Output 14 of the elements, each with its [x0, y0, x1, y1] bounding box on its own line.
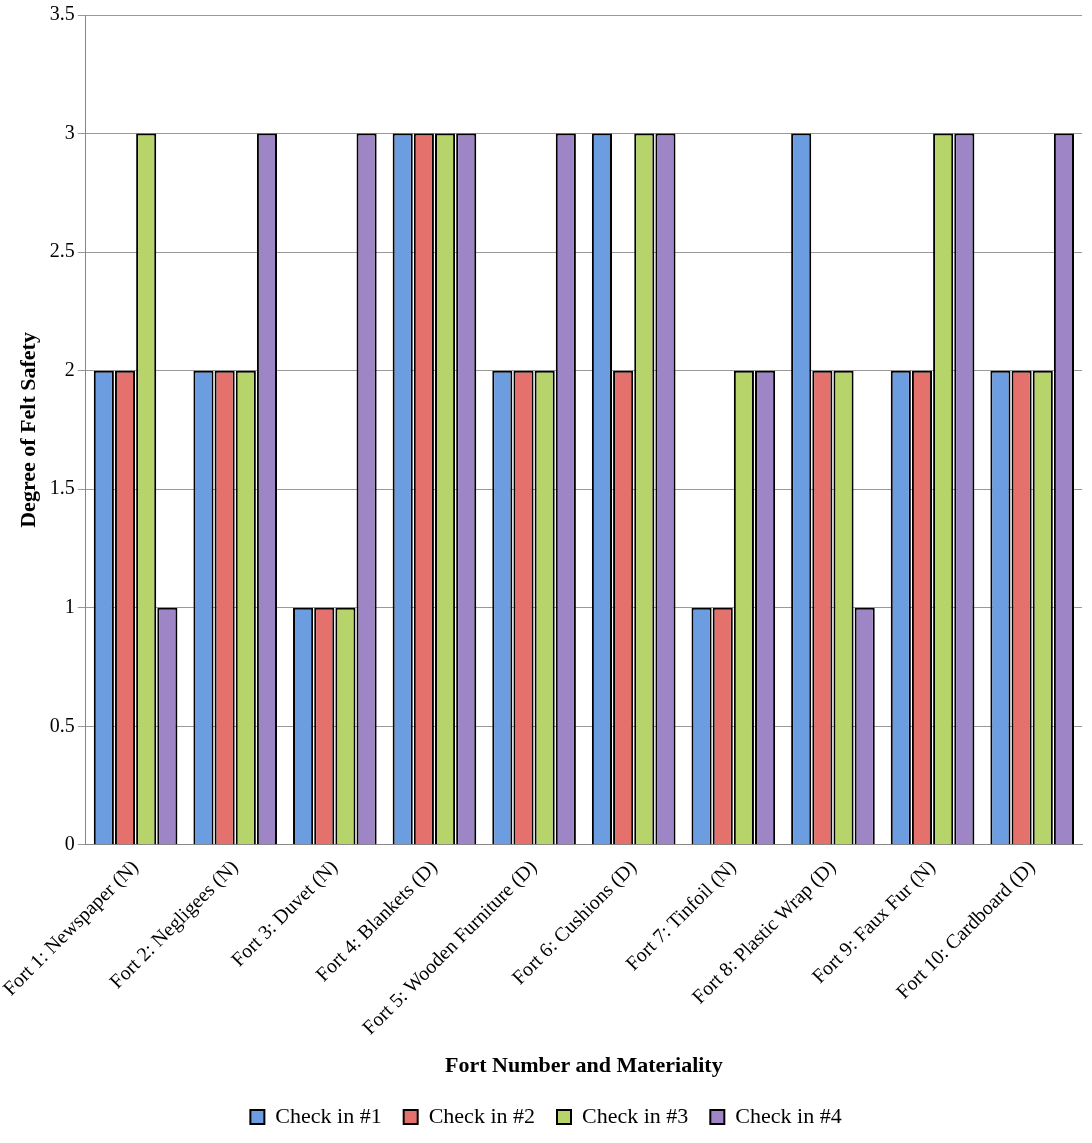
y-axis-title: Degree of Felt Safety: [15, 332, 41, 528]
y-tick-label: 0: [64, 832, 75, 855]
y-tick-label: 1.5: [49, 476, 75, 499]
x-axis-title: Fort Number and Materiality: [445, 1052, 723, 1078]
y-tick-label: 1: [64, 595, 75, 618]
y-tick-label: 3: [64, 120, 75, 143]
legend-label: Check in #2: [428, 1102, 536, 1128]
y-tick-label: 2: [64, 357, 75, 380]
y-tick-label: 3.5: [49, 2, 75, 25]
y-tick-label: 0.5: [49, 713, 75, 736]
legend-label: Check in #1: [275, 1102, 382, 1128]
legend-label: Check in #3: [582, 1102, 689, 1128]
legend-label: Check in #4: [735, 1102, 842, 1128]
y-tick-label: 2.5: [49, 239, 75, 262]
